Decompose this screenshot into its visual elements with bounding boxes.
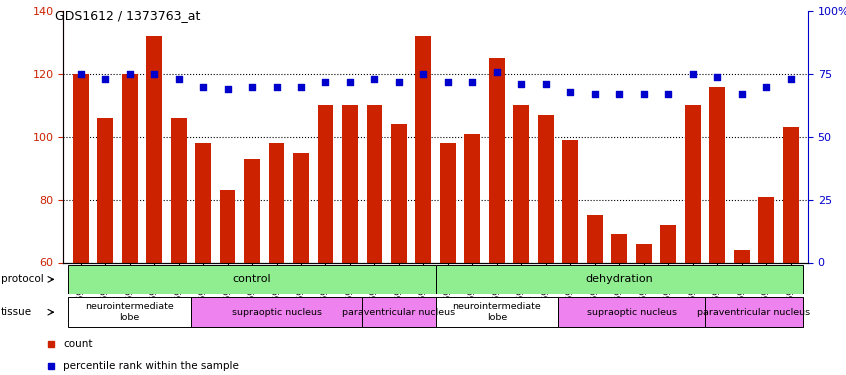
Bar: [317, 105, 333, 262]
Point: [123, 71, 136, 77]
Text: neurointermediate
lobe: neurointermediate lobe: [85, 303, 174, 322]
Point: [637, 91, 651, 97]
Bar: [636, 244, 651, 262]
Text: paraventricular nucleus: paraventricular nucleus: [343, 308, 455, 316]
Bar: [436, 297, 558, 327]
Point: [343, 79, 357, 85]
Bar: [220, 190, 235, 262]
Text: dehydration: dehydration: [585, 274, 653, 284]
Point: [417, 71, 431, 77]
Point: [760, 84, 773, 90]
Text: protocol: protocol: [1, 274, 44, 284]
Bar: [195, 143, 211, 262]
Point: [294, 84, 308, 90]
Text: supraoptic nucleus: supraoptic nucleus: [586, 308, 677, 316]
Point: [196, 84, 210, 90]
Bar: [783, 128, 799, 262]
Bar: [293, 153, 309, 262]
Bar: [146, 36, 162, 262]
Point: [319, 79, 332, 85]
Bar: [362, 297, 436, 327]
Point: [368, 76, 382, 82]
Point: [613, 91, 626, 97]
Text: tissue: tissue: [1, 307, 32, 317]
Bar: [415, 36, 431, 262]
Bar: [733, 250, 750, 262]
Point: [147, 71, 161, 77]
Bar: [758, 196, 774, 262]
Text: control: control: [233, 274, 272, 284]
Bar: [587, 215, 603, 262]
Point: [221, 86, 234, 92]
Point: [539, 81, 552, 87]
Text: supraoptic nucleus: supraoptic nucleus: [232, 308, 321, 316]
Text: percentile rank within the sample: percentile rank within the sample: [63, 360, 239, 370]
Point: [465, 79, 479, 85]
Bar: [69, 265, 436, 294]
Bar: [464, 134, 481, 262]
Bar: [489, 58, 505, 262]
Bar: [563, 140, 579, 262]
Bar: [244, 159, 260, 262]
Bar: [97, 118, 113, 262]
Bar: [661, 225, 676, 262]
Point: [74, 71, 87, 77]
Point: [784, 76, 798, 82]
Point: [245, 84, 259, 90]
Text: neurointermediate
lobe: neurointermediate lobe: [453, 303, 541, 322]
Point: [270, 84, 283, 90]
Text: GDS1612 / 1373763_at: GDS1612 / 1373763_at: [55, 9, 201, 22]
Point: [735, 91, 749, 97]
Bar: [685, 105, 700, 262]
Bar: [440, 143, 456, 262]
Text: paraventricular nucleus: paraventricular nucleus: [697, 308, 810, 316]
Point: [172, 76, 185, 82]
Point: [662, 91, 675, 97]
Text: count: count: [63, 339, 93, 349]
Bar: [558, 297, 705, 327]
Bar: [122, 74, 138, 262]
Bar: [709, 87, 725, 262]
Point: [588, 91, 602, 97]
Bar: [612, 234, 628, 262]
Point: [711, 74, 724, 80]
Bar: [69, 297, 191, 327]
Point: [490, 69, 503, 75]
Point: [393, 79, 406, 85]
Bar: [366, 105, 382, 262]
Point: [98, 76, 112, 82]
Bar: [171, 118, 186, 262]
Bar: [73, 74, 89, 262]
Point: [441, 79, 454, 85]
Point: [686, 71, 700, 77]
Bar: [342, 105, 358, 262]
Bar: [538, 115, 554, 262]
Bar: [436, 265, 803, 294]
Bar: [391, 124, 407, 262]
Bar: [705, 297, 803, 327]
Bar: [514, 105, 530, 262]
Point: [563, 88, 577, 94]
Bar: [191, 297, 362, 327]
Bar: [268, 143, 284, 262]
Point: [514, 81, 528, 87]
